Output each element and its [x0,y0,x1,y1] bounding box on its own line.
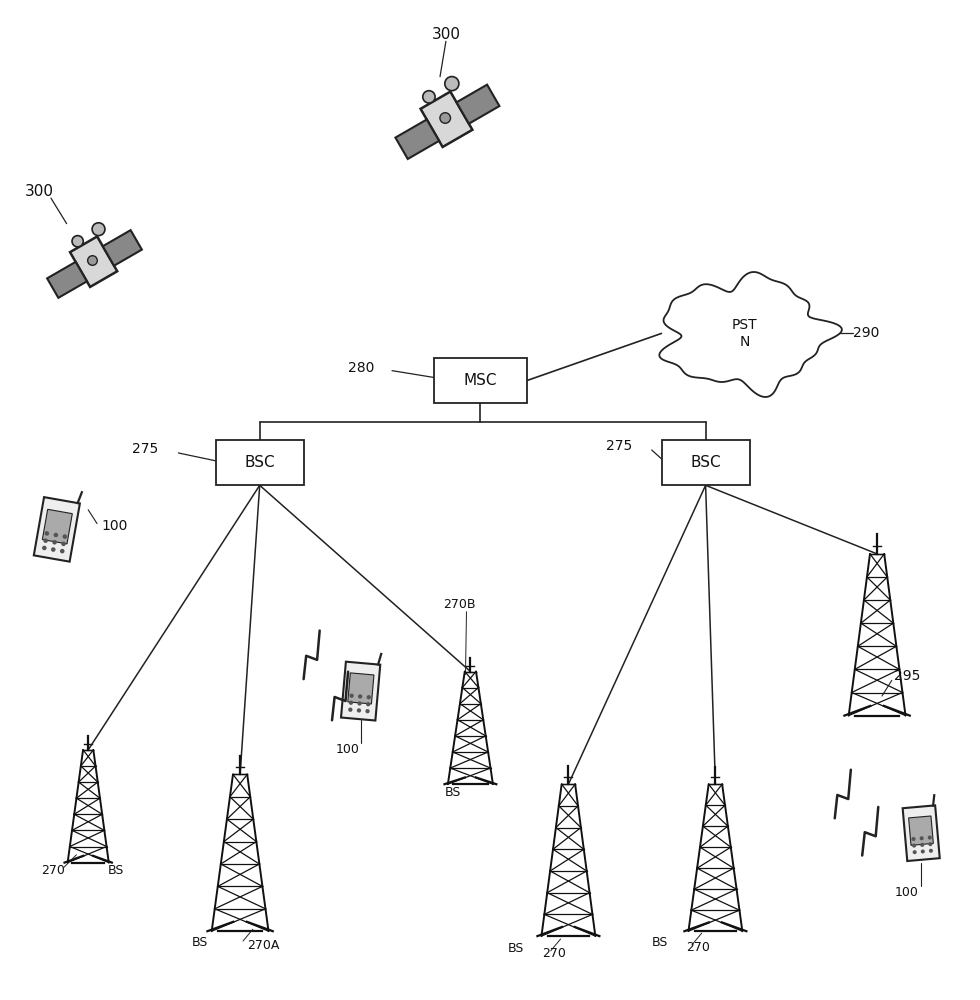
Circle shape [42,546,47,550]
Text: BSC: BSC [244,455,275,470]
Polygon shape [70,236,118,287]
Circle shape [367,695,370,699]
Text: 270: 270 [686,941,710,954]
Polygon shape [903,805,940,861]
Circle shape [921,849,925,854]
Polygon shape [341,662,380,721]
Text: 270: 270 [41,864,65,877]
Text: PST
N: PST N [732,318,758,349]
Circle shape [51,547,56,552]
Circle shape [366,702,370,706]
Text: 100: 100 [895,886,918,899]
Circle shape [54,533,58,537]
Text: 270A: 270A [247,939,279,952]
Circle shape [45,531,49,536]
Text: 295: 295 [894,669,920,683]
Text: MSC: MSC [464,373,497,388]
FancyBboxPatch shape [433,358,527,403]
FancyBboxPatch shape [216,440,304,485]
Circle shape [52,540,57,545]
Text: 100: 100 [101,519,127,533]
Circle shape [919,836,924,840]
Text: 280: 280 [348,361,374,375]
Circle shape [62,542,66,546]
Text: BS: BS [108,864,124,877]
Text: 270: 270 [542,947,565,960]
Circle shape [348,708,353,712]
Circle shape [928,836,932,840]
Text: 100: 100 [336,743,360,756]
Polygon shape [420,92,472,147]
Text: BS: BS [191,936,208,949]
Text: 300: 300 [431,27,461,42]
Circle shape [43,538,48,543]
Text: BS: BS [508,942,524,955]
Polygon shape [33,497,80,562]
Polygon shape [395,120,439,159]
Circle shape [72,236,83,247]
Circle shape [445,77,459,91]
Circle shape [349,701,353,705]
Circle shape [911,837,915,841]
Polygon shape [660,272,842,397]
Circle shape [60,549,65,553]
Text: 275: 275 [606,439,632,453]
Polygon shape [908,816,933,845]
Text: 290: 290 [853,326,879,340]
Polygon shape [348,673,374,704]
Text: BSC: BSC [690,455,721,470]
Circle shape [440,113,451,123]
Circle shape [63,534,67,539]
FancyBboxPatch shape [662,440,750,485]
Text: 270B: 270B [443,598,475,611]
Circle shape [912,844,916,848]
Circle shape [357,708,361,713]
Circle shape [366,709,369,713]
Circle shape [87,256,97,265]
Text: 275: 275 [132,442,159,456]
Text: BS: BS [445,786,461,799]
Circle shape [912,850,916,854]
Text: 300: 300 [24,184,54,199]
Text: BS: BS [652,936,668,949]
Circle shape [358,701,362,706]
Polygon shape [103,230,142,266]
Circle shape [422,91,435,103]
Polygon shape [457,85,500,124]
Circle shape [92,223,105,236]
Circle shape [350,694,354,698]
Circle shape [928,842,932,846]
Circle shape [920,843,924,847]
Circle shape [358,694,363,699]
Polygon shape [42,509,73,544]
Circle shape [929,849,933,853]
Polygon shape [47,262,87,298]
